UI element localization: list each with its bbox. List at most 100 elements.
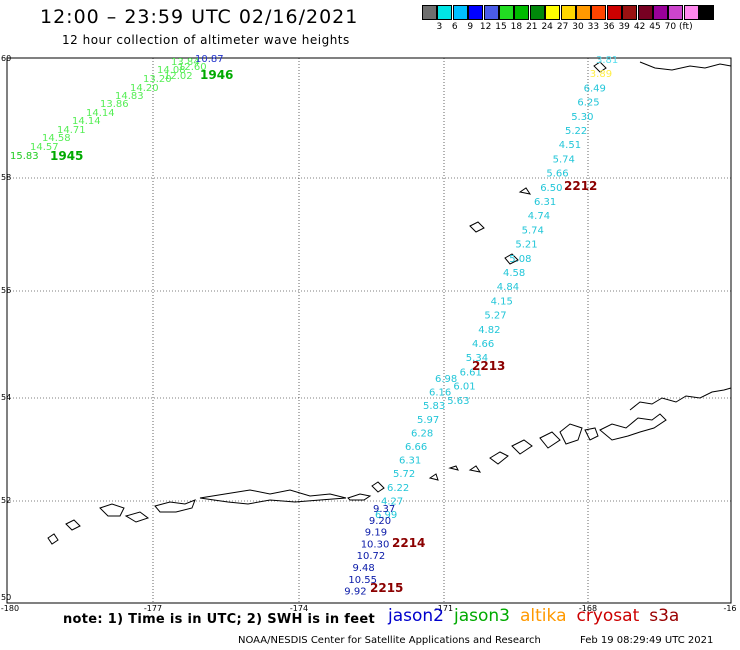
satellite-legend-item: jason2 [388, 606, 444, 626]
coastline-segment [99, 503, 125, 517]
coastline-segment [629, 387, 732, 411]
pass-time-label: 2215 [370, 581, 403, 595]
wave-height-label: 14.71 [57, 125, 86, 136]
colorbar-label: 18 [510, 22, 523, 32]
pass-time-label: 1946 [200, 68, 233, 82]
wave-height-label: 4.84 [497, 282, 519, 293]
colorbar-swatch [576, 5, 591, 20]
page-title: 12:00 – 23:59 UTC 02/16/2021 [40, 6, 359, 28]
colorbar-label: 45 [649, 22, 661, 32]
wave-height-label: 14.14 [86, 108, 115, 119]
wave-height-label: 12.60 [178, 62, 207, 73]
wave-height-label: 14.08 [157, 65, 186, 76]
colorbar-label: 70 [664, 22, 677, 32]
colorbar-label: 24 [541, 22, 553, 32]
pass-time-label: 1945 [50, 149, 83, 163]
coastline-segment [199, 489, 347, 505]
coastline-segment [539, 431, 561, 449]
pass-time-label: 2212 [564, 179, 597, 193]
wave-height-label: 6.16 [429, 388, 451, 399]
wave-height-label: 4.74 [528, 211, 550, 222]
colorbar-label: 15 [495, 22, 507, 32]
wave-height-label: 4.51 [559, 140, 581, 151]
pass-time-labels: 1945 1946 2212 2213 2214 2215 [50, 68, 597, 595]
wave-height-label: 6.25 [577, 98, 599, 109]
wave-height-label: 4.66 [472, 339, 494, 350]
lon-tick-label: -180 [1, 604, 19, 613]
lat-tick-label: 58 [1, 173, 11, 182]
satellite-legend: jason2 jason3 altika cryosat s3a [388, 606, 689, 626]
wave-height-label: 4.58 [503, 268, 525, 279]
satellite-legend-item: s3a [649, 606, 680, 626]
wave-height-label: 5.21 [515, 240, 537, 251]
colorbar-swatch [422, 5, 437, 20]
credit-text: NOAA/NESDIS Center for Satellite Applica… [238, 635, 541, 646]
lon-tick-label: -174 [290, 604, 308, 613]
colorbar-swatch [591, 5, 607, 20]
wave-height-label: 6.28 [411, 428, 433, 439]
wave-height-label: 9.92 [344, 587, 366, 598]
lat-tick-label: 60 [1, 54, 11, 63]
coastline-segment [511, 439, 533, 455]
wave-height-label: 4.27 [381, 496, 403, 507]
coastline-segment [593, 61, 607, 73]
colorbar-label: 21 [526, 22, 538, 32]
wave-height-label: 6.31 [399, 456, 421, 467]
coastline-segment [347, 493, 372, 501]
lat-tick-label: 50 [1, 593, 11, 602]
lon-tick-label: -168 [579, 604, 597, 613]
wave-height-label: 5.27 [484, 311, 506, 322]
pass-time-label: 2213 [472, 359, 505, 373]
coastline-segment [504, 253, 519, 265]
coastline-segment [47, 533, 59, 545]
wave-height-label: 3.81 [596, 55, 618, 66]
credit-date: Feb 19 08:29:49 UTC 2021 [580, 635, 714, 646]
colorbar-label: 30 [572, 22, 584, 32]
wave-height-label: 9.48 [353, 563, 375, 574]
wave-height-label: 6.66 [405, 442, 427, 453]
colorbar-swatch [499, 5, 514, 20]
wave-height-label: 13.20 [143, 74, 172, 85]
colorbar-label: 39 [618, 22, 630, 32]
coastline-segment [489, 451, 509, 465]
wave-height-label: 6.98 [435, 374, 457, 385]
wave-height-label: 14.58 [42, 133, 71, 144]
colorbar-swatch [653, 5, 668, 20]
colorbar-label: 36 [603, 22, 615, 32]
colorbar-swatch [514, 5, 530, 20]
colorbar-swatch [683, 5, 699, 20]
colorbar-label: 27 [556, 22, 569, 32]
wave-height-label: 14.20 [130, 83, 159, 94]
wave-height-label: 5.22 [565, 126, 587, 137]
coastline-segment [65, 519, 81, 531]
wave-height-label: 10.87 [195, 54, 224, 65]
wave-height-label: 13.86 [100, 99, 129, 110]
colorbar-swatch [606, 5, 622, 20]
wave-height-label: 14.57 [30, 142, 59, 153]
colorbar-label: (ft) [679, 22, 693, 32]
wave-height-label: 5.08 [509, 254, 531, 265]
wave-height-label: 3.89 [590, 69, 612, 80]
coastline-segment [428, 473, 439, 481]
colorbar-swatch [699, 5, 715, 20]
wave-height-label: 6.31 [534, 197, 556, 208]
coastline-segment [599, 413, 667, 441]
colorbar-swatch [452, 5, 468, 20]
colorbar-swatch [622, 5, 638, 20]
wave-height-label: 6.49 [584, 83, 606, 94]
lon-tick-label: -171 [435, 604, 453, 613]
lon-tick-label: -177 [144, 604, 162, 613]
satellite-legend-item: altika [520, 606, 567, 626]
wave-height-label: 4.15 [491, 296, 513, 307]
wave-height-label: 6.22 [387, 483, 409, 494]
colorbar-label: 9 [467, 22, 474, 32]
wave-height-label: 9.37 [373, 504, 395, 515]
wave-height-label: 6.99 [375, 510, 397, 521]
lat-lon-grid [7, 58, 731, 603]
wave-height-label: 6.01 [453, 382, 475, 393]
wave-height-label: 5.66 [546, 169, 568, 180]
wave-height-label: 5.74 [522, 225, 544, 236]
wave-height-label: 14.83 [115, 91, 144, 102]
colorbar-swatch [483, 5, 499, 20]
